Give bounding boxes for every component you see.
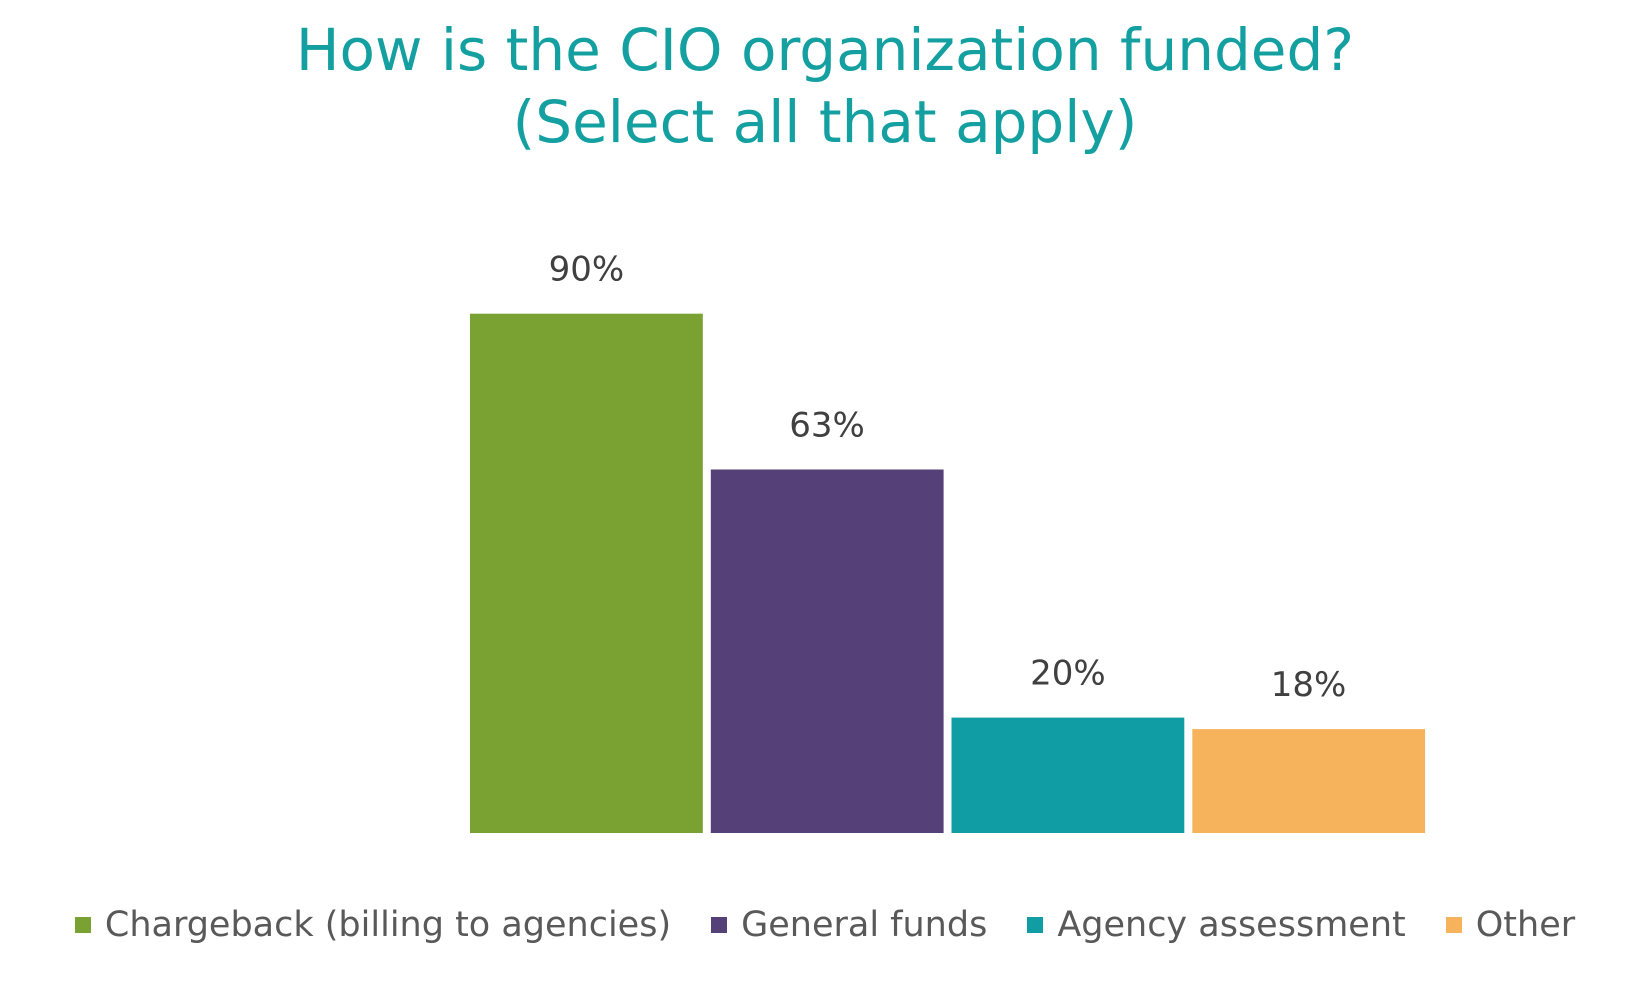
data-label-2: 63% (789, 406, 865, 446)
chart-legend: Chargeback (billing to agencies) General … (0, 905, 1650, 945)
legend-swatch-1 (74, 917, 91, 933)
legend-swatch-2 (711, 917, 728, 933)
legend-item-4: Other (1445, 905, 1576, 945)
legend-label-2: General funds (741, 905, 988, 945)
chart-title-line-1: How is the CIO organization funded? (295, 16, 1355, 84)
data-label-1: 90% (549, 250, 625, 290)
bar-2 (710, 469, 944, 833)
bar-1 (470, 313, 703, 833)
data-label-4: 18% (1271, 665, 1347, 705)
legend-item-1: Chargeback (billing to agencies) (74, 905, 672, 945)
legend-item-2: General funds (711, 905, 987, 945)
legend-swatch-3 (1027, 917, 1044, 933)
legend-label-4: Other (1475, 905, 1576, 945)
legend-label-1: Chargeback (billing to agencies) (104, 905, 672, 945)
bar-4 (1192, 729, 1426, 833)
legend-item-3: Agency assessment (1027, 905, 1406, 945)
bar-3 (951, 717, 1185, 833)
legend-label-3: Agency assessment (1057, 905, 1406, 945)
data-label-3: 20% (1030, 654, 1106, 694)
chart-title: How is the CIO organization funded? (Sel… (0, 14, 1650, 158)
legend-swatch-4 (1445, 917, 1462, 933)
chart-title-line-2: (Select all that apply) (512, 88, 1138, 156)
